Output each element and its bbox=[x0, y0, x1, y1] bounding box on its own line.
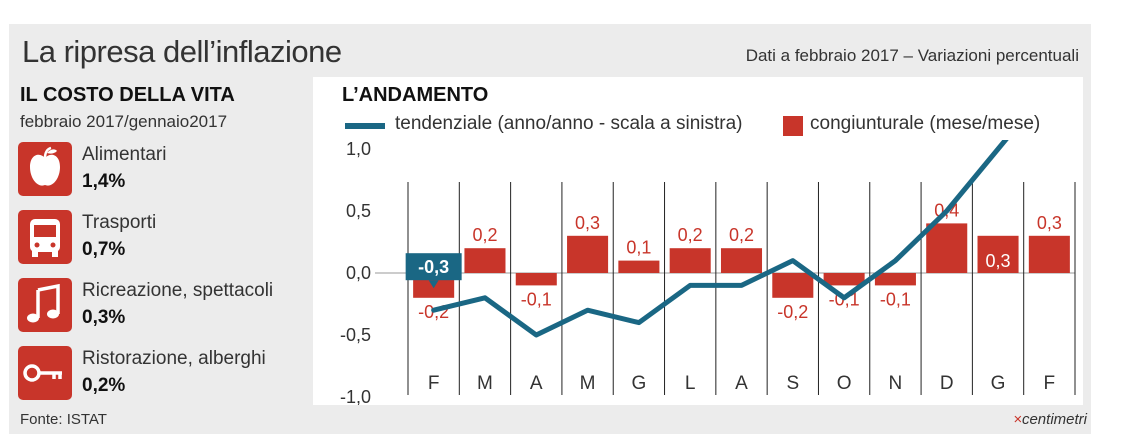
category-trasporti: Trasporti 0,7% bbox=[18, 210, 298, 268]
bar-value-label: 0,2 bbox=[678, 225, 703, 245]
bar-value-label: 0,2 bbox=[729, 225, 754, 245]
line-point bbox=[946, 210, 948, 212]
x-tick-label: N bbox=[889, 373, 903, 394]
y-tick-label: -0,5 bbox=[340, 325, 371, 345]
line-point bbox=[843, 297, 845, 299]
x-tick-label: M bbox=[580, 373, 596, 394]
x-tick-label: F bbox=[428, 373, 440, 394]
line-point bbox=[997, 148, 999, 150]
line-point bbox=[792, 260, 794, 262]
subtitle: Dati a febbraio 2017 – Variazioni percen… bbox=[745, 46, 1079, 65]
category-value: 0,7% bbox=[82, 239, 126, 260]
category-value: 1,4% bbox=[82, 171, 126, 192]
x-tick-label: A bbox=[530, 373, 543, 394]
bar-congiunturale bbox=[1028, 235, 1070, 273]
line-point bbox=[535, 334, 537, 336]
y-tick-label: -1,0 bbox=[340, 387, 371, 405]
callout-box bbox=[405, 253, 462, 281]
category-alimentari: Alimentari 1,4% bbox=[18, 142, 298, 200]
inflation-chart: 1,51,00,50,0-0,5-1,0-0,20,2-0,10,30,10,2… bbox=[340, 140, 1076, 405]
line-point bbox=[587, 309, 589, 311]
x-tick-label: A bbox=[735, 373, 748, 394]
x-tick-label: O bbox=[837, 373, 852, 394]
x-tick-label: G bbox=[631, 373, 646, 394]
bar-value-label: 0,2 bbox=[472, 225, 497, 245]
line-point bbox=[894, 260, 896, 262]
music-note-icon bbox=[18, 278, 72, 332]
x-tick-label: F bbox=[1044, 373, 1056, 394]
category-value: 0,2% bbox=[82, 375, 126, 396]
legend-bar-swatch bbox=[783, 116, 803, 136]
cost-of-living-heading: IL COSTO DELLA VITA bbox=[20, 84, 235, 106]
bar-congiunturale bbox=[669, 248, 711, 273]
bar-congiunturale bbox=[977, 235, 1019, 273]
key-icon bbox=[18, 346, 72, 400]
y-tick-label: 0,0 bbox=[346, 263, 371, 283]
x-tick-label: D bbox=[940, 373, 954, 394]
bar-congiunturale bbox=[720, 248, 763, 273]
bar-value-label: 0,3 bbox=[575, 213, 600, 233]
y-tick-label: 1,0 bbox=[346, 140, 371, 159]
callout-pointer bbox=[428, 280, 439, 289]
bar-value-label: 0,1 bbox=[626, 238, 651, 258]
line-point bbox=[638, 322, 640, 324]
apple-icon bbox=[18, 142, 72, 196]
x-tick-label: M bbox=[477, 373, 493, 394]
source-label: Fonte: ISTAT bbox=[20, 411, 107, 428]
bar-value-label: -0,2 bbox=[777, 302, 808, 322]
chart-title: L’ANDAMENTO bbox=[342, 84, 489, 106]
line-point bbox=[689, 284, 691, 286]
bar-value-label: -0,1 bbox=[880, 289, 911, 309]
bar-congiunturale bbox=[618, 260, 660, 273]
bar-value-label: 0,3 bbox=[1037, 213, 1062, 233]
y-tick-label: 0,5 bbox=[346, 201, 371, 221]
bar-congiunturale bbox=[515, 273, 557, 286]
bar-congiunturale bbox=[567, 235, 609, 273]
category-label: Alimentari bbox=[82, 144, 167, 165]
category-ricreazione: Ricreazione, spettacoli 0,3% bbox=[18, 278, 298, 336]
category-value: 0,3% bbox=[82, 307, 126, 328]
bar-congiunturale bbox=[926, 223, 968, 273]
x-tick-label: L bbox=[685, 373, 696, 394]
bar-value-label: -0,1 bbox=[521, 289, 552, 309]
legend-line-swatch bbox=[345, 123, 385, 129]
line-point bbox=[433, 309, 435, 311]
x-tick-label: G bbox=[991, 373, 1006, 394]
bar-congiunturale bbox=[874, 273, 916, 286]
bar-congiunturale bbox=[772, 273, 814, 298]
bar-congiunturale bbox=[823, 273, 865, 286]
page-title: La ripresa dell’inflazione bbox=[22, 34, 342, 69]
period-label: febbraio 2017/gennaio2017 bbox=[20, 112, 228, 131]
x-tick-label: S bbox=[786, 373, 799, 394]
category-label: Ristorazione, alberghi bbox=[82, 348, 266, 369]
line-point bbox=[741, 284, 742, 286]
bus-icon bbox=[18, 210, 72, 264]
bar-value-label: 0,3 bbox=[986, 251, 1011, 271]
category-label: Trasporti bbox=[82, 212, 157, 233]
legend-line-label: tendenziale (anno/anno - scala a sinistr… bbox=[395, 113, 743, 134]
callout-label: -0,3 bbox=[418, 257, 449, 277]
line-point bbox=[484, 297, 486, 299]
brand-logo: ×centimetri bbox=[1013, 411, 1087, 428]
category-ristorazione: Ristorazione, alberghi 0,2% bbox=[18, 346, 298, 404]
legend-bar-label: congiunturale (mese/mese) bbox=[810, 113, 1041, 134]
category-label: Ricreazione, spettacoli bbox=[82, 280, 274, 301]
bar-congiunturale bbox=[464, 248, 506, 273]
